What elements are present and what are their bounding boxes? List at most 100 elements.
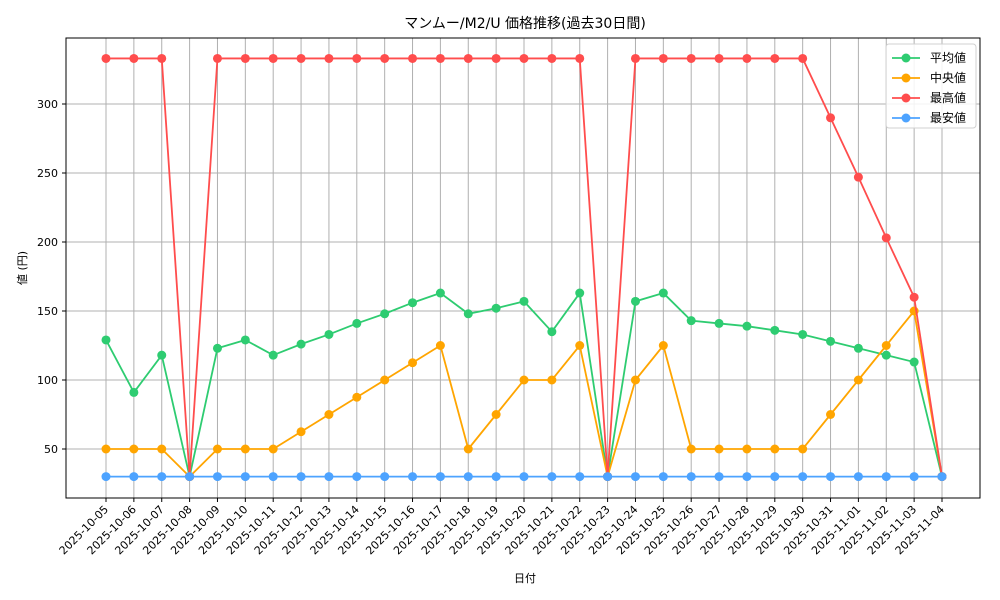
data-point [408,472,418,482]
data-point [714,472,724,482]
data-point [909,357,919,367]
data-point [630,53,640,63]
data-point [352,318,362,328]
data-point [881,350,891,360]
data-point [630,472,640,482]
data-point [742,472,752,482]
legend-label: 最高値 [930,90,966,105]
data-point [491,410,501,419]
data-point [240,444,250,454]
data-point [742,444,752,454]
data-point [798,472,808,482]
data-point [240,472,250,482]
data-series [101,53,947,482]
data-point [519,53,529,63]
data-point [937,472,947,482]
legend-marker-icon [901,73,911,83]
series-3 [101,472,947,482]
data-point [157,444,167,454]
data-point [129,444,139,454]
data-point [658,53,668,63]
data-point [742,321,752,331]
data-point [435,288,445,298]
data-point [240,335,250,345]
data-point [714,444,724,454]
data-point [296,53,306,63]
data-point [212,343,222,353]
data-point [881,472,891,482]
data-point [686,472,696,482]
plot-frame [65,37,981,499]
data-point [686,316,696,326]
data-point [658,341,668,350]
y-tick-label: 150 [37,305,58,318]
data-point [352,53,362,63]
data-point [352,472,362,482]
data-point [714,318,724,328]
data-point [408,298,418,308]
y-axis: 50 100 150 200 250 300 [37,98,66,456]
x-axis-label: 日付 [514,572,536,585]
y-axis-label: 値 (円) [16,251,29,285]
data-point [686,53,696,63]
data-point [157,350,167,360]
data-point [881,341,891,350]
y-tick-label: 50 [44,443,58,456]
data-point [101,444,111,454]
data-point [547,327,557,337]
data-point [129,472,139,482]
data-point [547,53,557,63]
legend-label: 最安値 [930,110,966,125]
series-0 [101,288,947,482]
data-point [853,375,863,385]
data-point [435,53,445,63]
data-point [380,53,390,63]
data-point [491,303,501,313]
data-point [212,472,222,482]
data-point [296,472,306,482]
data-point [268,444,278,454]
data-point [408,53,418,63]
data-point [575,341,585,350]
data-point [324,53,334,63]
data-point [324,410,334,419]
data-point [268,53,278,63]
data-point [714,53,724,63]
x-axis: 2025-10-052025-10-062025-10-072025-10-08… [57,498,947,557]
data-point [826,472,836,482]
data-point [491,472,501,482]
data-point [881,233,891,243]
legend-label: 中央値 [930,70,966,85]
data-point [798,53,808,63]
grid-lines [66,38,980,498]
y-tick-label: 250 [37,167,58,180]
data-point [798,329,808,339]
data-point [826,410,836,419]
data-point [575,53,585,63]
data-point [380,309,390,319]
data-point [853,172,863,182]
data-point [296,427,306,437]
data-point [630,296,640,306]
data-point [463,309,473,319]
data-point [101,335,111,345]
data-point [658,288,668,298]
data-point [324,472,334,482]
data-point [463,53,473,63]
data-point [435,472,445,482]
data-point [853,472,863,482]
data-point [185,472,195,482]
data-point [491,53,501,63]
data-point [129,387,139,397]
data-point [268,472,278,482]
data-point [519,375,529,385]
data-point [798,444,808,454]
data-point [519,296,529,306]
data-point [240,53,250,63]
data-point [770,53,780,63]
data-point [770,472,780,482]
data-point [435,341,445,350]
data-point [575,472,585,482]
data-point [268,350,278,360]
